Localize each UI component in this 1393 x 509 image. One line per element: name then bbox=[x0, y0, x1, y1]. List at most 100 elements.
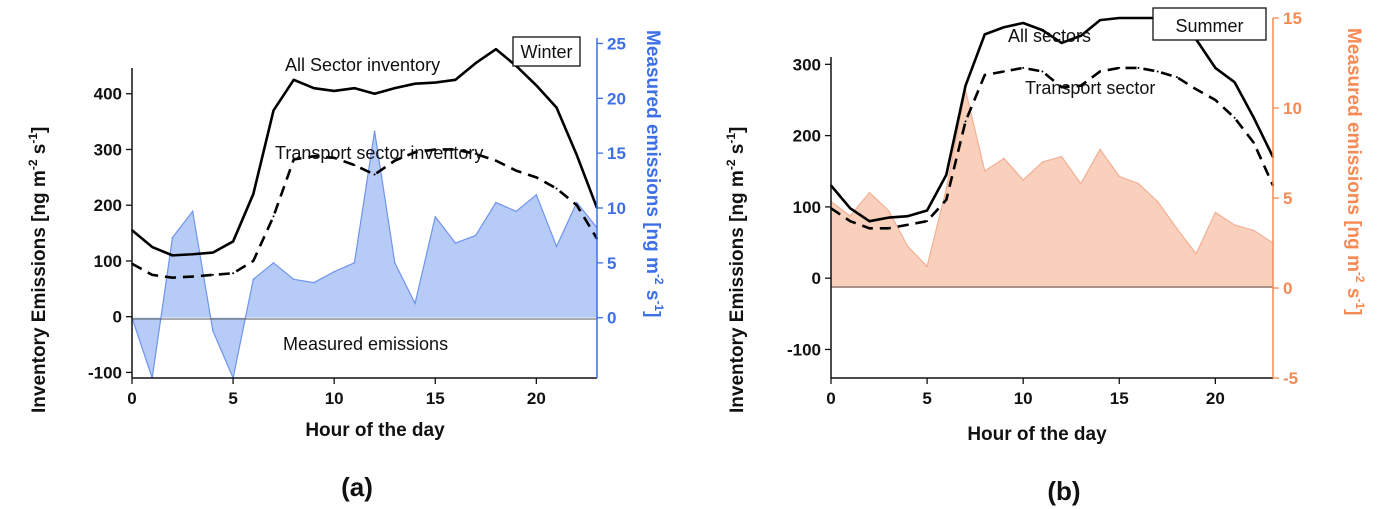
panel-b-transport-point bbox=[887, 227, 890, 230]
panel-b-season-label: Summer bbox=[1175, 16, 1243, 36]
panel-b-measured-point bbox=[868, 191, 871, 194]
panel-a-transport-point bbox=[312, 155, 315, 158]
panel-b-measured-emissions-line bbox=[830, 89, 1274, 268]
panel-b-measured-point bbox=[887, 209, 890, 212]
panel-a-measured-point bbox=[333, 270, 335, 273]
panel-a-transport-point bbox=[494, 159, 497, 162]
panel-a-all-sector-point bbox=[575, 154, 578, 157]
panel-b-transport-point bbox=[1137, 66, 1140, 69]
panel-a-all-sector-point bbox=[434, 81, 437, 84]
panel-b-x-axis-label: Hour of the day bbox=[967, 424, 1107, 445]
panel-a-measured-point bbox=[292, 278, 295, 281]
panel-a-ticks-layer: -100 0 100 200 300 400 0 5 10 15 20 25 0 5 10 15 20 bbox=[88, 34, 626, 408]
panel-a-measured-point bbox=[353, 262, 356, 264]
panel-b-y2-tick-label: 15 bbox=[1283, 9, 1302, 28]
panel-b-all-sector-point bbox=[1214, 66, 1217, 69]
panel-b-y-tick-label: 300 bbox=[793, 55, 821, 74]
panel-b-transport-point bbox=[983, 74, 986, 77]
panel-b-measured-point bbox=[1214, 211, 1217, 214]
panel-b-transport-point bbox=[945, 198, 948, 201]
panel-a-all-sector-point bbox=[232, 240, 235, 243]
panel-a-measured-point bbox=[575, 201, 578, 204]
panel-a-all-sector-point bbox=[454, 78, 457, 81]
panel-b-transport-inventory-line bbox=[830, 66, 1275, 230]
panel-a-caption: (a) bbox=[341, 472, 373, 502]
panel-a-all-sector-point bbox=[474, 62, 477, 65]
panel-b-transport-point bbox=[1022, 66, 1025, 69]
panel-a-transport-point bbox=[515, 169, 518, 172]
panel-a-transport-point bbox=[353, 164, 356, 167]
panel-b-y2-axis-label: Measured emissions [ng m-2 s-1] bbox=[1343, 28, 1367, 315]
panel-b-measured-point bbox=[1099, 148, 1101, 151]
panel-b-all-sector-point bbox=[1022, 21, 1025, 24]
panel-a-transport-point bbox=[575, 204, 578, 207]
panel-a-y-tick-label: 300 bbox=[94, 140, 122, 159]
panel-a-all-sector-point bbox=[414, 82, 417, 85]
panel-a-measured-emissions-area bbox=[132, 131, 597, 378]
panel-a-season-box bbox=[512, 36, 581, 67]
panel-b-all-sector-point bbox=[849, 207, 852, 210]
panel-b-all-sector-point bbox=[1060, 41, 1063, 44]
panel-b-measured-point bbox=[1022, 179, 1024, 181]
panel-a-measured-point bbox=[171, 236, 174, 239]
panel-a-y-axis-label: Inventory Emissions [ng m-2 s-1] bbox=[26, 127, 50, 413]
panel-b-transport-point bbox=[1099, 70, 1102, 73]
panel-b-y-tick-label: -100 bbox=[787, 340, 821, 359]
panel-a-all-sector-point bbox=[272, 109, 275, 112]
panel-b-all-sector-point bbox=[868, 220, 871, 223]
panel-a-y2-axis-label: Measured emissions [ng m-2 s-1] bbox=[642, 30, 666, 317]
panel-a-x-tick-label: 10 bbox=[325, 389, 344, 408]
panel-b-all-sector-point bbox=[1233, 81, 1236, 84]
panel-a-transport-point bbox=[373, 173, 376, 176]
panel-a-transport-point bbox=[151, 273, 154, 276]
panel-a-transport-point bbox=[232, 272, 235, 275]
panel-b-measured-point bbox=[926, 265, 928, 268]
panel-a-measured-point bbox=[313, 281, 315, 284]
panel-a-winter: -100 0 100 200 300 400 0 5 10 15 20 25 0 5 10 15 20 All … bbox=[26, 30, 666, 502]
panel-b-x-tick-label: 10 bbox=[1014, 389, 1033, 408]
panel-b-all-sector-point bbox=[926, 209, 929, 212]
panel-b-y-tick-label: 100 bbox=[793, 198, 821, 217]
panel-b-all-sector-point bbox=[1079, 34, 1082, 37]
panel-b-measured-point bbox=[849, 215, 852, 217]
panel-b-y2-tick-label: 10 bbox=[1283, 99, 1302, 118]
panel-a-all-sector-point bbox=[151, 246, 154, 249]
panel-b-measured-point bbox=[1176, 227, 1178, 230]
panel-b-transport-point bbox=[1233, 116, 1236, 119]
panel-b-measured-point bbox=[1060, 155, 1063, 158]
panel-a-all-sector-point bbox=[353, 87, 356, 90]
panel-b-measured-point bbox=[1195, 253, 1197, 255]
panel-b-y2-tick-label: 5 bbox=[1283, 189, 1292, 208]
panel-b-transport-point bbox=[1214, 98, 1217, 101]
panel-a-transport-point bbox=[191, 275, 194, 278]
panel-a-y2-tick-label: 20 bbox=[607, 89, 626, 108]
panel-a-measured-point bbox=[272, 262, 275, 264]
panel-a-y-tick-label: 100 bbox=[94, 252, 122, 271]
panel-b-measured-point bbox=[1252, 229, 1255, 232]
panel-b-all-sector-point bbox=[906, 215, 909, 218]
panel-a-measured-point bbox=[474, 234, 477, 237]
panel-b-measured-point bbox=[1003, 157, 1005, 160]
panel-b-transport-point bbox=[1079, 84, 1082, 87]
panel-b-measured-point bbox=[1137, 182, 1140, 185]
panel-b-y-tick-label: 200 bbox=[793, 127, 821, 146]
panel-a-season-label: Winter bbox=[520, 42, 572, 62]
panel-a-measured-point bbox=[495, 201, 497, 204]
panel-b-season-box bbox=[1152, 7, 1267, 41]
panel-a-all-sector-point bbox=[252, 193, 255, 196]
panel-a-y-tick-label: 200 bbox=[94, 196, 122, 215]
panel-b-y2-tick-label: 0 bbox=[1283, 279, 1292, 298]
panel-a-transport-point bbox=[252, 259, 255, 262]
panel-a-all-sector-point bbox=[211, 251, 214, 254]
panel-a-measured-point bbox=[373, 130, 376, 133]
panel-b-all-sector-point bbox=[1252, 116, 1255, 119]
panel-b-transport-point bbox=[1156, 70, 1159, 73]
panel-a-measured-point bbox=[394, 262, 396, 264]
panel-b-measured-point bbox=[1156, 200, 1159, 203]
panel-a-transport-point bbox=[292, 158, 295, 161]
panel-b-measured-emissions-area bbox=[831, 90, 1273, 288]
panel-a-transport-point bbox=[454, 148, 457, 151]
panel-b-measured-point bbox=[1118, 175, 1121, 178]
panel-b-all-sector-point bbox=[1041, 29, 1044, 32]
